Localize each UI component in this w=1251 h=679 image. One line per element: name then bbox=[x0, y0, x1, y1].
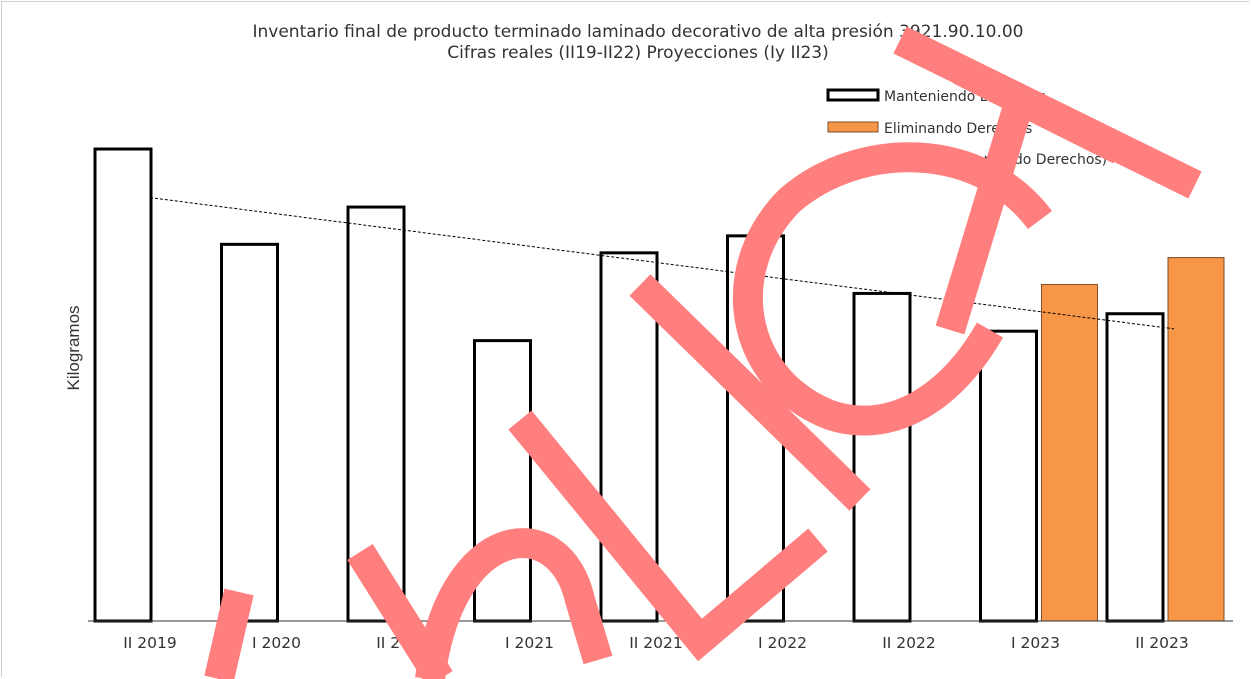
chart-subtitle: Cifras reales (II19-II22) Proyecciones (… bbox=[447, 43, 829, 63]
bar-manteniendo-derechos-3 bbox=[473, 339, 532, 623]
legend-swatch bbox=[826, 88, 880, 102]
x-tick-label: II 2021 bbox=[629, 634, 683, 652]
watermark-letter-a bbox=[893, 26, 1202, 335]
watermark-logo bbox=[204, 26, 1202, 679]
watermark-letter-p bbox=[204, 588, 254, 679]
x-tick-label: II 2022 bbox=[882, 634, 936, 652]
bar-manteniendo-derechos-1 bbox=[220, 242, 279, 623]
x-tick-label: I 2021 bbox=[505, 634, 554, 652]
watermark-letter-c bbox=[732, 142, 1052, 436]
bar-eliminando-derechos-8 bbox=[1167, 257, 1225, 622]
x-tick-label: I 2023 bbox=[1011, 634, 1060, 652]
watermark-letter-l bbox=[508, 410, 828, 662]
x-tick-label: II 2019 bbox=[123, 634, 177, 652]
bar-manteniendo-derechos-7 bbox=[979, 329, 1038, 623]
y-axis-label: Kilogramos bbox=[64, 305, 83, 390]
watermark-letter-b bbox=[415, 528, 613, 679]
x-tick-label: I 2022 bbox=[758, 634, 807, 652]
bars-layer bbox=[93, 147, 1225, 623]
x-tick-labels: II 2019 I 2020 II 2020 I 2021 II 2021 I 2022 I… bbox=[123, 634, 1189, 652]
trendline bbox=[149, 197, 1175, 330]
bar-eliminando-derechos-7 bbox=[1041, 283, 1098, 622]
legend-swatch bbox=[827, 121, 879, 133]
chart-title: Inventario final de producto terminado l… bbox=[253, 22, 1024, 42]
bar-manteniendo-derechos-8 bbox=[1105, 312, 1165, 623]
bar-manteniendo-derechos-6 bbox=[852, 291, 912, 623]
watermark-letter-i bbox=[629, 274, 871, 511]
x-tick-label: II 2023 bbox=[1135, 634, 1189, 652]
trendline-layer bbox=[149, 197, 1175, 330]
x-tick-label: I 2020 bbox=[252, 634, 301, 652]
bar-manteniendo-derechos-0 bbox=[93, 147, 153, 623]
